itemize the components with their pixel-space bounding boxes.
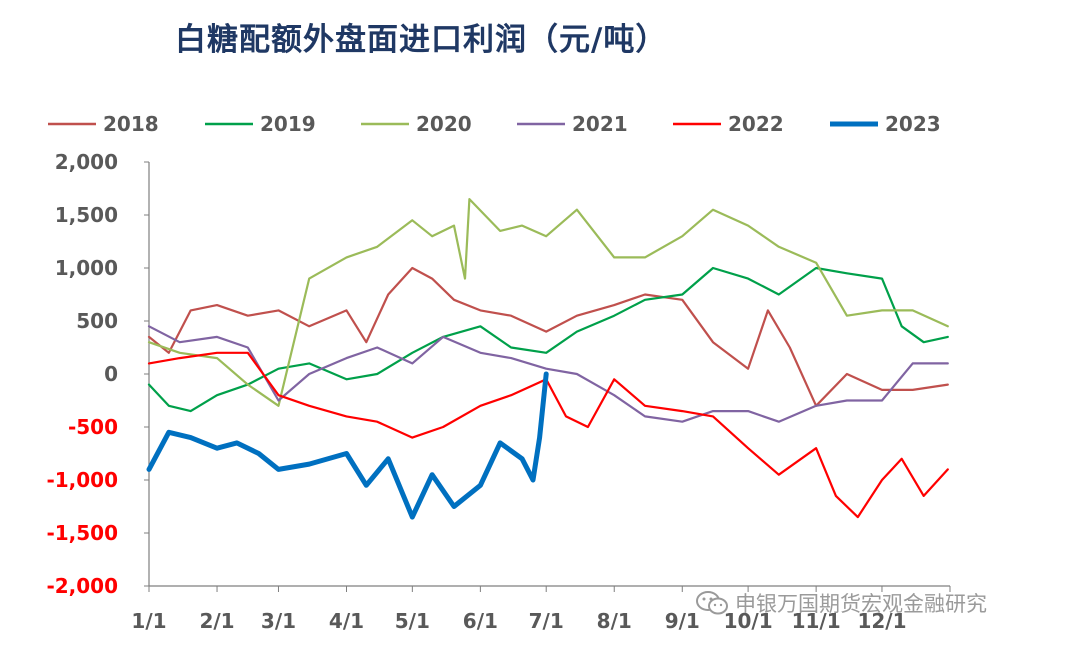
plot-lines <box>146 198 949 520</box>
y-tick-label: 1,500 <box>55 203 118 227</box>
x-tick-label: 8/1 <box>597 609 632 633</box>
x-tick-label: 4/1 <box>329 609 364 633</box>
legend-label-2022: 2022 <box>728 112 784 136</box>
series-line-2018 <box>147 266 949 407</box>
x-tick-label: 2/1 <box>199 609 234 633</box>
x-tick-label: 5/1 <box>395 609 430 633</box>
watermark-text: 申银万国期货宏观金融研究 <box>735 592 987 616</box>
y-tick-label: 1,000 <box>55 256 118 280</box>
chart-title: 白糖配额外盘面进口利润（元/吨） <box>175 22 668 58</box>
wechat-icon <box>696 591 728 615</box>
x-axis: 1/1 2/1 3/1 4/1 5/1 6/1 7/1 8/1 9/1 10/1 11/1 12/1 <box>131 585 951 633</box>
legend: 2018 2019 2020 2021 2022 2023 <box>48 112 941 136</box>
x-tick-label: 3/1 <box>261 609 296 633</box>
y-tick-label: -1,000 <box>46 468 118 492</box>
series-line-2021 <box>147 325 949 423</box>
legend-label-2021: 2021 <box>572 112 628 136</box>
y-tick-label: -1,500 <box>46 521 118 545</box>
x-tick-label: 12/1 <box>857 609 906 633</box>
legend-label-2020: 2020 <box>416 112 472 136</box>
x-tick-label: 7/1 <box>529 609 564 633</box>
x-tick-label: 1/1 <box>131 609 166 633</box>
x-tick-label: 11/1 <box>792 609 841 633</box>
legend-label-2018: 2018 <box>103 112 159 136</box>
series-line-2022 <box>147 351 949 519</box>
x-tick-label: 9/1 <box>665 609 700 633</box>
series-line-2020 <box>147 198 949 407</box>
series-line-2023 <box>146 371 549 520</box>
y-tick-label: -500 <box>68 415 118 439</box>
legend-label-2023: 2023 <box>885 112 941 136</box>
watermark: 申银万国期货宏观金融研究 <box>695 588 987 618</box>
y-axis: 2,000 1,500 1,000 500 0 -500 -1,000 -1,500 -2,00… <box>46 150 150 598</box>
y-tick-label: 0 <box>104 362 118 386</box>
y-tick-label: 500 <box>76 309 118 333</box>
x-tick-label: 6/1 <box>463 609 498 633</box>
series-line-2019 <box>147 266 949 413</box>
y-tick-label: 2,000 <box>55 150 118 174</box>
legend-label-2019: 2019 <box>260 112 316 136</box>
y-tick-label: -2,000 <box>46 574 118 598</box>
x-tick-label: 10/1 <box>724 609 773 633</box>
